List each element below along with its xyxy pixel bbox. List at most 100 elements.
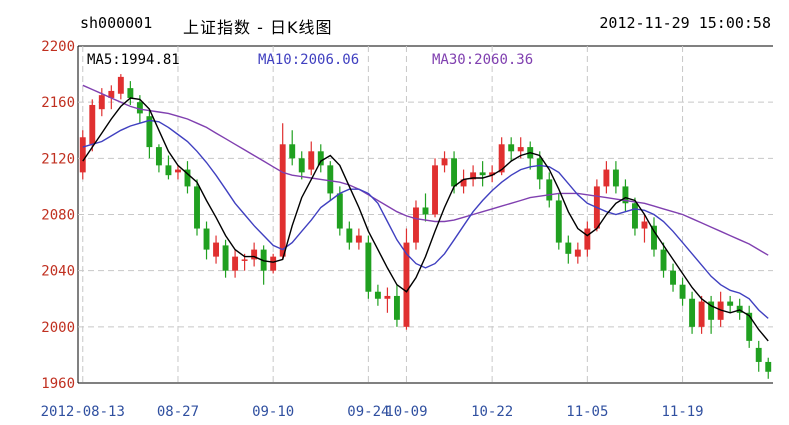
candle-body bbox=[432, 165, 438, 215]
chart-title: 上证指数 - 日K线图 bbox=[183, 18, 333, 37]
candle-body bbox=[451, 158, 458, 187]
candle-body bbox=[641, 221, 648, 229]
candle bbox=[632, 197, 638, 236]
candle bbox=[755, 340, 762, 372]
stock-code: sh000001 bbox=[80, 14, 153, 32]
candle bbox=[298, 151, 305, 180]
candle bbox=[336, 186, 343, 236]
x-tick-label: 09-24 bbox=[347, 404, 389, 420]
candle-body bbox=[374, 291, 381, 299]
candle bbox=[213, 235, 219, 264]
candle bbox=[355, 228, 362, 250]
ma30-line bbox=[82, 84, 769, 256]
candle-body bbox=[622, 186, 629, 204]
candle-body bbox=[136, 102, 143, 114]
candle-body bbox=[489, 172, 496, 176]
ma30-label: MA30:2060.36 bbox=[432, 52, 534, 68]
candle-body bbox=[175, 169, 181, 173]
candle bbox=[155, 144, 162, 173]
candle bbox=[146, 109, 153, 159]
candle-body bbox=[422, 207, 429, 215]
candle-body bbox=[327, 165, 334, 194]
candle bbox=[289, 130, 296, 166]
candle bbox=[479, 161, 486, 187]
candle-body bbox=[670, 270, 676, 285]
candle-body bbox=[393, 295, 400, 320]
candle-body bbox=[517, 147, 524, 152]
candle-body bbox=[689, 298, 696, 327]
candle-body bbox=[117, 76, 124, 94]
candle-body bbox=[698, 301, 705, 327]
x-tick-label: 10-22 bbox=[471, 404, 513, 420]
candle-body bbox=[79, 137, 86, 173]
candle-body bbox=[660, 249, 667, 271]
candle bbox=[222, 239, 229, 278]
y-tick-labels: 2200 2160 2120 2080 2040 2000 1960 bbox=[41, 39, 75, 392]
candle bbox=[422, 193, 429, 222]
candle bbox=[232, 249, 239, 278]
candle-body bbox=[203, 228, 210, 250]
candle-body bbox=[413, 207, 419, 243]
candle-body bbox=[241, 259, 248, 261]
candle bbox=[574, 242, 581, 264]
candle bbox=[127, 81, 134, 105]
candle bbox=[317, 144, 324, 173]
datetime-stamp: 2012-11-29 15:00:58 bbox=[599, 14, 771, 32]
candle bbox=[374, 284, 381, 306]
candle bbox=[584, 221, 591, 257]
candle-body bbox=[336, 193, 343, 229]
candle bbox=[593, 179, 600, 232]
candle-body bbox=[184, 169, 191, 187]
candle bbox=[489, 165, 496, 183]
candle-body bbox=[479, 172, 486, 176]
candle bbox=[565, 235, 572, 264]
candle-body bbox=[298, 158, 305, 173]
candle-body bbox=[279, 144, 286, 257]
candle-body bbox=[632, 203, 638, 229]
candle-body bbox=[165, 165, 172, 176]
candle bbox=[346, 221, 353, 250]
candle bbox=[403, 228, 410, 330]
candle-body bbox=[213, 242, 219, 257]
candle-body bbox=[574, 249, 581, 257]
candle bbox=[413, 200, 419, 250]
candle bbox=[651, 217, 657, 257]
candle bbox=[689, 291, 696, 334]
candle-body bbox=[584, 228, 591, 250]
candle-body bbox=[498, 144, 505, 173]
candle bbox=[460, 169, 467, 194]
candle bbox=[308, 141, 315, 176]
candle-body bbox=[89, 104, 96, 145]
candle-body bbox=[308, 151, 315, 170]
candle bbox=[612, 161, 619, 194]
candle-body bbox=[755, 347, 762, 362]
candle-body bbox=[403, 242, 410, 327]
y-tick-label: 2200 bbox=[41, 39, 75, 55]
candle-body bbox=[441, 158, 448, 166]
candle-body bbox=[546, 179, 553, 201]
candle bbox=[432, 158, 438, 218]
candle bbox=[165, 155, 172, 180]
candle-body bbox=[384, 295, 391, 299]
candle bbox=[98, 88, 105, 117]
candle bbox=[622, 179, 629, 212]
ma5-name: MA5 bbox=[87, 52, 113, 68]
candle bbox=[270, 253, 277, 274]
candle-body bbox=[146, 116, 153, 148]
candle bbox=[203, 221, 210, 260]
ma10-line bbox=[82, 119, 769, 319]
candle-body bbox=[765, 361, 772, 372]
candle-body bbox=[727, 301, 734, 306]
candle-body bbox=[346, 228, 353, 243]
candle-body bbox=[232, 256, 239, 271]
candle bbox=[470, 165, 477, 187]
candle bbox=[365, 235, 372, 299]
candle bbox=[555, 193, 562, 250]
ma5-value: 1994.81 bbox=[120, 52, 180, 68]
candle bbox=[698, 295, 705, 334]
candle-body bbox=[603, 169, 610, 187]
candle-body bbox=[536, 158, 543, 180]
candle bbox=[603, 161, 610, 194]
x-tick-label: 11-19 bbox=[661, 404, 703, 420]
